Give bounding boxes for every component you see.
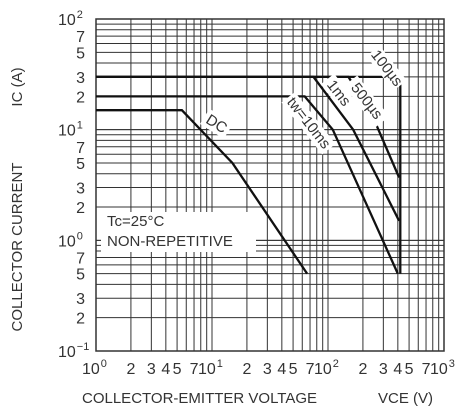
- y-tick-label: 2: [76, 200, 85, 217]
- y-tick-label: 7: [76, 250, 85, 267]
- y-tick-label: 5: [76, 156, 85, 173]
- annotation-box: [101, 212, 256, 252]
- x-tick-label: 5: [405, 361, 414, 378]
- x-tick-label: 4: [161, 361, 170, 378]
- x-tick-label: 3: [147, 361, 156, 378]
- x-tick-label: 5: [173, 361, 182, 378]
- x-tick-label: 7: [306, 361, 315, 378]
- x-axis-label: COLLECTOR-EMITTER VOLTAGE: [82, 390, 317, 407]
- x-tick-label: 7: [190, 361, 199, 378]
- x-tick-label: 4: [277, 361, 286, 378]
- y-tick-label: 5: [76, 267, 85, 284]
- x-tick-label: 2: [242, 361, 251, 378]
- x-tick-label: 4: [393, 361, 402, 378]
- x-tick-label: 2: [126, 361, 135, 378]
- x-tick-label: 3: [263, 361, 272, 378]
- x-tick-label: 3: [379, 361, 388, 378]
- y-axis-symbol: IC (A): [9, 67, 26, 106]
- y-tick-label: 7: [76, 29, 85, 46]
- series-line-tw-10ms: [96, 95, 399, 275]
- x-tick-label: 7: [422, 361, 431, 378]
- y-tick-label: 3: [76, 181, 85, 198]
- y-tick-label: 2: [76, 89, 85, 106]
- plot-frame: [95, 18, 445, 352]
- annotation-tc: Tc=25°C: [107, 213, 164, 230]
- y-axis-label: COLLECTOR CURRENT: [9, 163, 26, 332]
- y-axis-title: COLLECTOR CURRENT IC (A): [9, 67, 26, 331]
- y-tick-label: 2: [76, 311, 85, 328]
- y-tick-label: 3: [76, 291, 85, 308]
- y-tick-label: 5: [76, 45, 85, 62]
- y-tick-label: 3: [76, 70, 85, 87]
- x-tick-label: 2: [358, 361, 367, 378]
- grid: [95, 18, 445, 352]
- annotation-non-repetitive: NON-REPETITIVE: [107, 233, 233, 250]
- y-tick-label: 7: [76, 140, 85, 157]
- x-tick-label: 5: [289, 361, 298, 378]
- series-line-dc: [96, 109, 309, 275]
- x-axis-symbol: VCE (V): [378, 390, 433, 407]
